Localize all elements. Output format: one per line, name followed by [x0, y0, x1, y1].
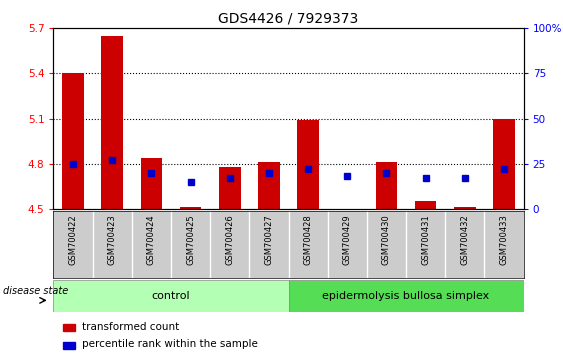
- Text: GSM700425: GSM700425: [186, 214, 195, 265]
- Text: GSM700426: GSM700426: [225, 214, 234, 265]
- Text: control: control: [151, 291, 190, 301]
- Text: GSM700423: GSM700423: [108, 214, 117, 265]
- Bar: [454, 207, 476, 209]
- Text: GSM700432: GSM700432: [461, 214, 470, 265]
- Text: GSM700424: GSM700424: [147, 214, 156, 265]
- Bar: [376, 162, 397, 209]
- Text: GSM700431: GSM700431: [421, 214, 430, 265]
- Text: GSM700428: GSM700428: [303, 214, 312, 265]
- Bar: [288, 280, 524, 312]
- Bar: [62, 73, 84, 209]
- Text: transformed count: transformed count: [82, 322, 179, 332]
- Bar: [180, 207, 202, 209]
- Bar: [258, 162, 280, 209]
- Bar: [63, 324, 75, 331]
- Bar: [53, 280, 288, 312]
- Bar: [141, 158, 162, 209]
- Text: disease state: disease state: [3, 286, 68, 296]
- Text: GSM700430: GSM700430: [382, 214, 391, 265]
- Text: percentile rank within the sample: percentile rank within the sample: [82, 339, 257, 349]
- Text: GSM700427: GSM700427: [265, 214, 274, 265]
- Text: epidermolysis bullosa simplex: epidermolysis bullosa simplex: [323, 291, 490, 301]
- Title: GDS4426 / 7929373: GDS4426 / 7929373: [218, 12, 359, 26]
- Bar: [415, 201, 436, 209]
- Bar: [297, 120, 319, 209]
- Text: GSM700422: GSM700422: [69, 214, 78, 265]
- Bar: [219, 167, 240, 209]
- Bar: [63, 342, 75, 349]
- Text: GSM700429: GSM700429: [343, 214, 352, 265]
- Bar: [101, 36, 123, 209]
- Bar: [493, 119, 515, 209]
- Text: GSM700433: GSM700433: [499, 214, 508, 265]
